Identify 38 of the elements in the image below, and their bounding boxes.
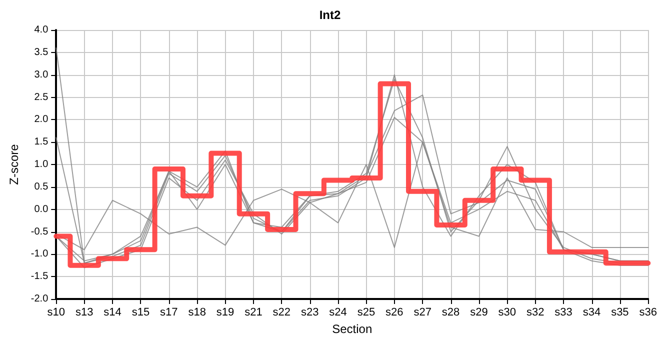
x-tick-label: s34 xyxy=(582,306,601,318)
x-tick-label: s29 xyxy=(470,306,488,318)
x-tick-label: s26 xyxy=(386,306,404,318)
x-tick-label: s13 xyxy=(75,306,94,318)
y-tick-label: 2.5 xyxy=(34,92,49,103)
chart-title: Int2 xyxy=(319,8,341,22)
x-tick-label: s28 xyxy=(442,306,460,318)
x-tick-label: s15 xyxy=(132,306,150,318)
y-tick-label: -0.5 xyxy=(30,226,49,238)
y-tick-label: 1.5 xyxy=(34,136,49,148)
x-tick-label: s35 xyxy=(611,306,629,318)
y-axis-title: Z-score xyxy=(7,144,21,185)
y-tick-label: -1.5 xyxy=(30,271,49,282)
x-tick-label: s22 xyxy=(272,306,291,318)
y-tick-label: 0.0 xyxy=(34,204,49,215)
x-tick-label: s33 xyxy=(554,306,572,318)
x-tick-label: s23 xyxy=(300,306,319,318)
y-tick-label: 3.0 xyxy=(34,69,49,80)
y-tick-label: 3.5 xyxy=(34,46,49,58)
x-tick-label: s25 xyxy=(357,306,376,318)
x-tick-label: s14 xyxy=(104,306,122,318)
x-tick-label: s32 xyxy=(526,306,544,318)
x-axis-title: Section xyxy=(332,322,372,336)
y-tick-label: 2.0 xyxy=(34,114,49,126)
x-tick-label: s27 xyxy=(414,306,432,318)
x-tick-label: s21 xyxy=(244,306,262,318)
x-tick-label: s24 xyxy=(329,306,347,318)
x-tick-label: s19 xyxy=(216,306,234,318)
y-tick-label: 1.0 xyxy=(34,159,49,170)
y-tick-label: -2.0 xyxy=(30,294,49,304)
x-tick-label: s17 xyxy=(160,306,178,318)
y-tick-label: 0.5 xyxy=(34,181,49,192)
x-tick-label: s36 xyxy=(639,306,658,318)
x-tick-label: s30 xyxy=(498,306,516,318)
x-tick-label: s10 xyxy=(47,306,66,318)
x-tick-label: s18 xyxy=(188,306,206,318)
y-tick-label: -1.0 xyxy=(30,248,49,260)
y-tick-label: 4.0 xyxy=(34,24,49,36)
